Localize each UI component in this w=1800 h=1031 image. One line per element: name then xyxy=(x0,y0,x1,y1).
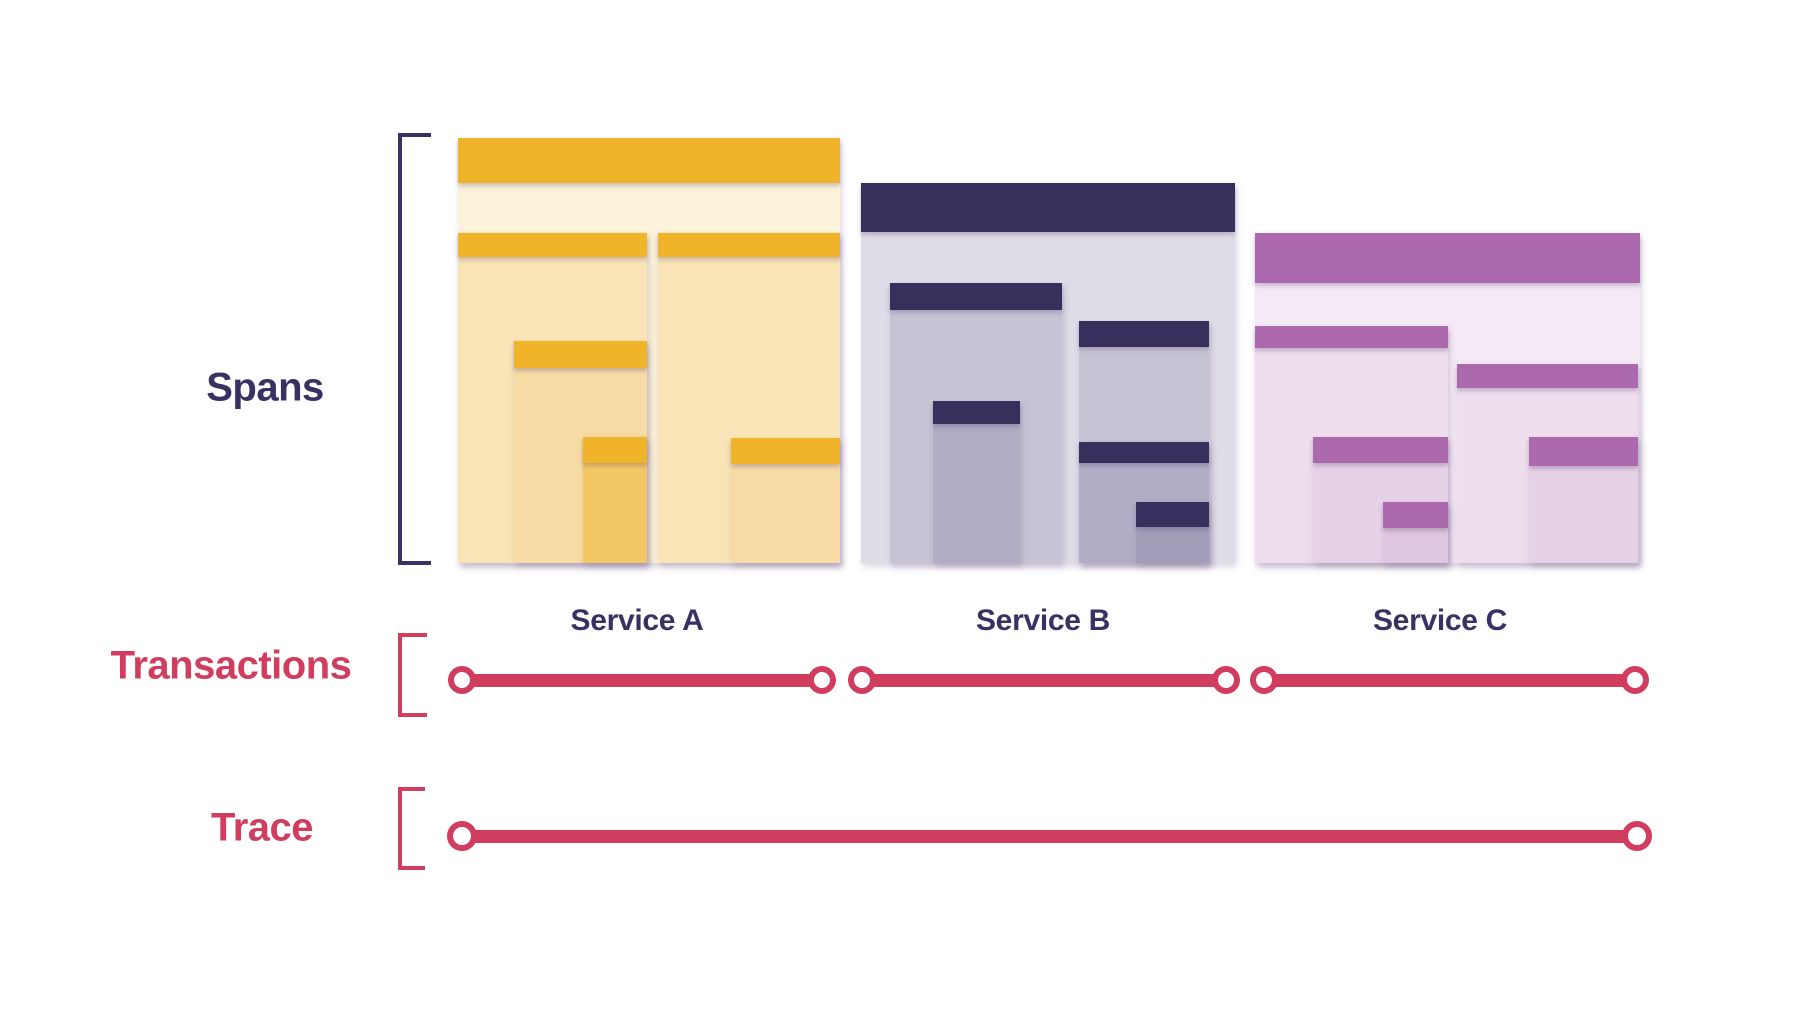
transaction-endpoint-circle xyxy=(848,666,876,694)
service-label: Service B xyxy=(975,604,1111,637)
trace-label: Trace xyxy=(210,805,314,850)
span-header xyxy=(658,233,840,257)
transaction-endpoint-circle xyxy=(1621,666,1649,694)
span-header xyxy=(514,341,647,368)
span-header xyxy=(1136,502,1209,527)
span-header xyxy=(583,437,647,463)
transaction-endpoint-circle xyxy=(808,666,836,694)
transaction-line xyxy=(462,673,822,687)
span-header xyxy=(933,401,1020,424)
spans-label: Spans xyxy=(206,365,324,410)
transaction-endpoint-circle xyxy=(1250,666,1278,694)
transactions-bracket xyxy=(398,633,427,717)
service-label: Service A xyxy=(570,604,704,637)
span-header xyxy=(458,233,647,257)
span-header xyxy=(1255,233,1640,283)
transaction-line xyxy=(1264,673,1635,687)
transaction-endpoint-circle xyxy=(448,666,476,694)
span-header xyxy=(1255,326,1448,348)
transactions-label: Transactions xyxy=(110,643,352,688)
spans-bracket xyxy=(398,133,431,565)
span-header xyxy=(1079,442,1209,463)
transaction-line xyxy=(862,673,1226,687)
span-header xyxy=(731,438,840,464)
span-header xyxy=(1313,437,1448,463)
trace-endpoint-circle xyxy=(447,821,477,851)
service-label: Service C xyxy=(1372,604,1508,637)
span-header xyxy=(1529,437,1638,466)
trace-bracket xyxy=(398,787,425,870)
span-body xyxy=(933,401,1020,563)
transaction-endpoint-circle xyxy=(1212,666,1240,694)
span-header xyxy=(861,183,1235,232)
trace-endpoint-circle xyxy=(1622,821,1652,851)
span-header xyxy=(458,138,840,183)
span-header xyxy=(1457,364,1638,388)
span-header xyxy=(1383,502,1448,528)
span-header xyxy=(890,283,1062,310)
span-header xyxy=(1079,321,1209,347)
trace-line xyxy=(462,829,1637,843)
